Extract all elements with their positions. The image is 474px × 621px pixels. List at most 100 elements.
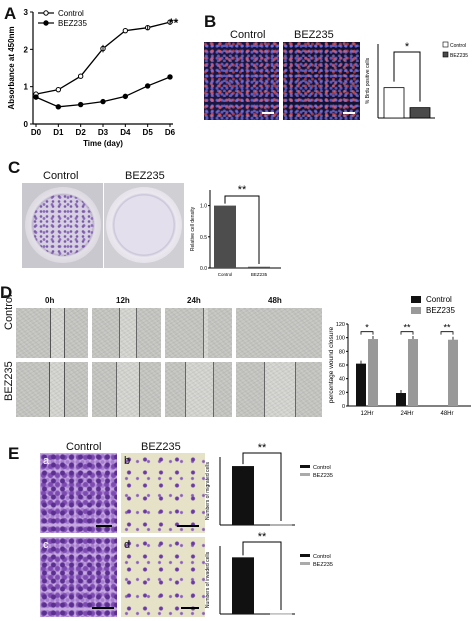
x-tick-label: D3 (98, 128, 109, 137)
panel-a-line-chart: 0 1 2 3 D0 D1 D2 D3 D4 D5 D6 Time (day) Absorbance a… (7, 8, 179, 148)
data-point (167, 74, 173, 80)
legend-label: BEZ235 (426, 306, 455, 315)
panel-e-bez235-label: BEZ235 (141, 441, 181, 453)
y-tick-label: 100 (336, 336, 345, 342)
panel-e-migration-bar-chart: Numbers of migrated cells ** Control BEZ235 (205, 443, 333, 526)
y-tick-label: 1.0 (200, 204, 207, 210)
significance-marker: ** (258, 443, 267, 454)
panel-a-plot-group: 0 1 2 3 D0 D1 D2 D3 D4 D5 D6 Time (day) Absorbance a… (7, 8, 179, 148)
wound-image-bez235-12h (92, 362, 161, 417)
legend-label: BEZ235 (313, 473, 333, 479)
panel-e-control-migration-image: a (40, 453, 117, 533)
x-axis-label: Time (day) (83, 139, 123, 148)
legend-swatch (442, 41, 449, 48)
legend-label: Control (426, 295, 452, 304)
significance-bracket (242, 541, 282, 610)
x-tick-label: 48Hr (440, 411, 453, 417)
scale-bar (262, 112, 274, 114)
bar-control (232, 557, 254, 614)
y-tick-label: 20 (339, 390, 345, 396)
bar-control (383, 87, 405, 119)
bar-bez235 (409, 107, 431, 119)
wound-image-bez235-24h (165, 362, 232, 417)
y-tick-label: 0.0 (200, 266, 207, 272)
y-tick-label: 60 (339, 363, 345, 369)
panel-e-control-label: Control (66, 441, 102, 453)
legend-label: BEZ235 (58, 19, 87, 28)
wound-image-control-24h (165, 308, 232, 358)
significance-marker: ** (443, 323, 451, 333)
panel-d-time-48h: 48h (268, 296, 282, 305)
y-tick-label: 0.5 (200, 235, 207, 241)
x-tick-label: D4 (120, 128, 131, 137)
y-tick-label: 2 (24, 45, 29, 54)
significance-marker: ** (258, 532, 267, 543)
panel-c-letter: C (8, 158, 21, 177)
significance-marker: ** (238, 184, 247, 196)
panel-c-control-label: Control (43, 170, 79, 182)
data-point (77, 101, 84, 108)
panel-d-row-bez235: BEZ235 (3, 361, 15, 401)
x-tick-label: 12Hr (360, 411, 373, 417)
bar-bez235 (270, 524, 292, 526)
y-tick-label: 3 (24, 8, 29, 17)
panel-c-control-dish-image (22, 183, 103, 268)
y-axis-label: Numbers of migrated cells (205, 461, 211, 520)
bar-bez235 (270, 613, 292, 615)
legend-swatch (442, 51, 449, 58)
sub-letter-b: b (124, 455, 131, 467)
legend-label: Control (313, 554, 331, 560)
panel-c-bar-chart: 0.0 0.5 1.0 Relative cell density Control BEZ… (190, 184, 281, 277)
data-point (77, 73, 84, 79)
wound-image-bez235-48h (236, 362, 322, 417)
panel-b-control-brdu-image (204, 42, 279, 120)
panel-e-control-invasion-image: c (40, 537, 117, 617)
legend-swatch (411, 296, 421, 303)
sub-letter-a: a (43, 455, 50, 467)
scale-bar (181, 607, 199, 609)
panel-d-letter: D (0, 283, 13, 302)
panel-c-bez235-dish-image (104, 183, 184, 268)
y-axis-label: Absorbance at 450nm (7, 26, 16, 109)
legend-swatch (411, 307, 421, 314)
panel-e-invasion-bar-chart: Numbers of invaded cells ** Control BEZ235 (205, 532, 333, 615)
significance-marker: * (405, 41, 410, 53)
panel-e-bez235-invasion-image: d (121, 537, 205, 617)
legend-label: BEZ235 (450, 53, 468, 59)
bar-bez235 (248, 266, 270, 268)
scale-bar (92, 607, 114, 609)
panel-d-time-12h: 12h (116, 296, 130, 305)
wound-image-control-48h (236, 308, 322, 358)
x-tick-label: Control (218, 272, 233, 277)
panel-b-plot-group: % Brdu positive cells * Control BEZ235 (365, 41, 468, 119)
legend-swatch (300, 554, 310, 557)
significance-bracket (242, 452, 282, 521)
panel-d-time-0h: 0h (45, 296, 55, 305)
significance-bracket (440, 331, 454, 335)
data-point (55, 104, 62, 110)
significance-bracket (400, 331, 414, 335)
sub-letter-c: c (43, 539, 49, 551)
y-axis-label: Relative cell density (190, 206, 196, 251)
bar-control (232, 466, 254, 525)
legend-label: BEZ235 (313, 562, 333, 568)
significance-bracket (393, 51, 421, 102)
y-tick-label: 1 (24, 83, 29, 92)
panel-c-plot-group: 0.0 0.5 1.0 Relative cell density Control BEZ… (190, 184, 281, 277)
wound-image-control-12h (92, 308, 161, 358)
data-point (33, 94, 39, 100)
panel-d-time-24h: 24h (187, 296, 201, 305)
bar-control-24hr (396, 393, 406, 406)
x-tick-label: D5 (143, 128, 154, 137)
y-tick-label: 0 (24, 120, 29, 129)
data-point (100, 98, 106, 105)
y-axis-label: percentage wound closure (328, 326, 335, 403)
legend-label: Control (313, 465, 331, 471)
bar-control-12hr (356, 363, 366, 406)
panel-e-bez235-migration-image: b (121, 453, 205, 533)
y-tick-label: 40 (339, 377, 345, 383)
legend-swatch (300, 562, 310, 565)
legend-marker (43, 20, 49, 26)
